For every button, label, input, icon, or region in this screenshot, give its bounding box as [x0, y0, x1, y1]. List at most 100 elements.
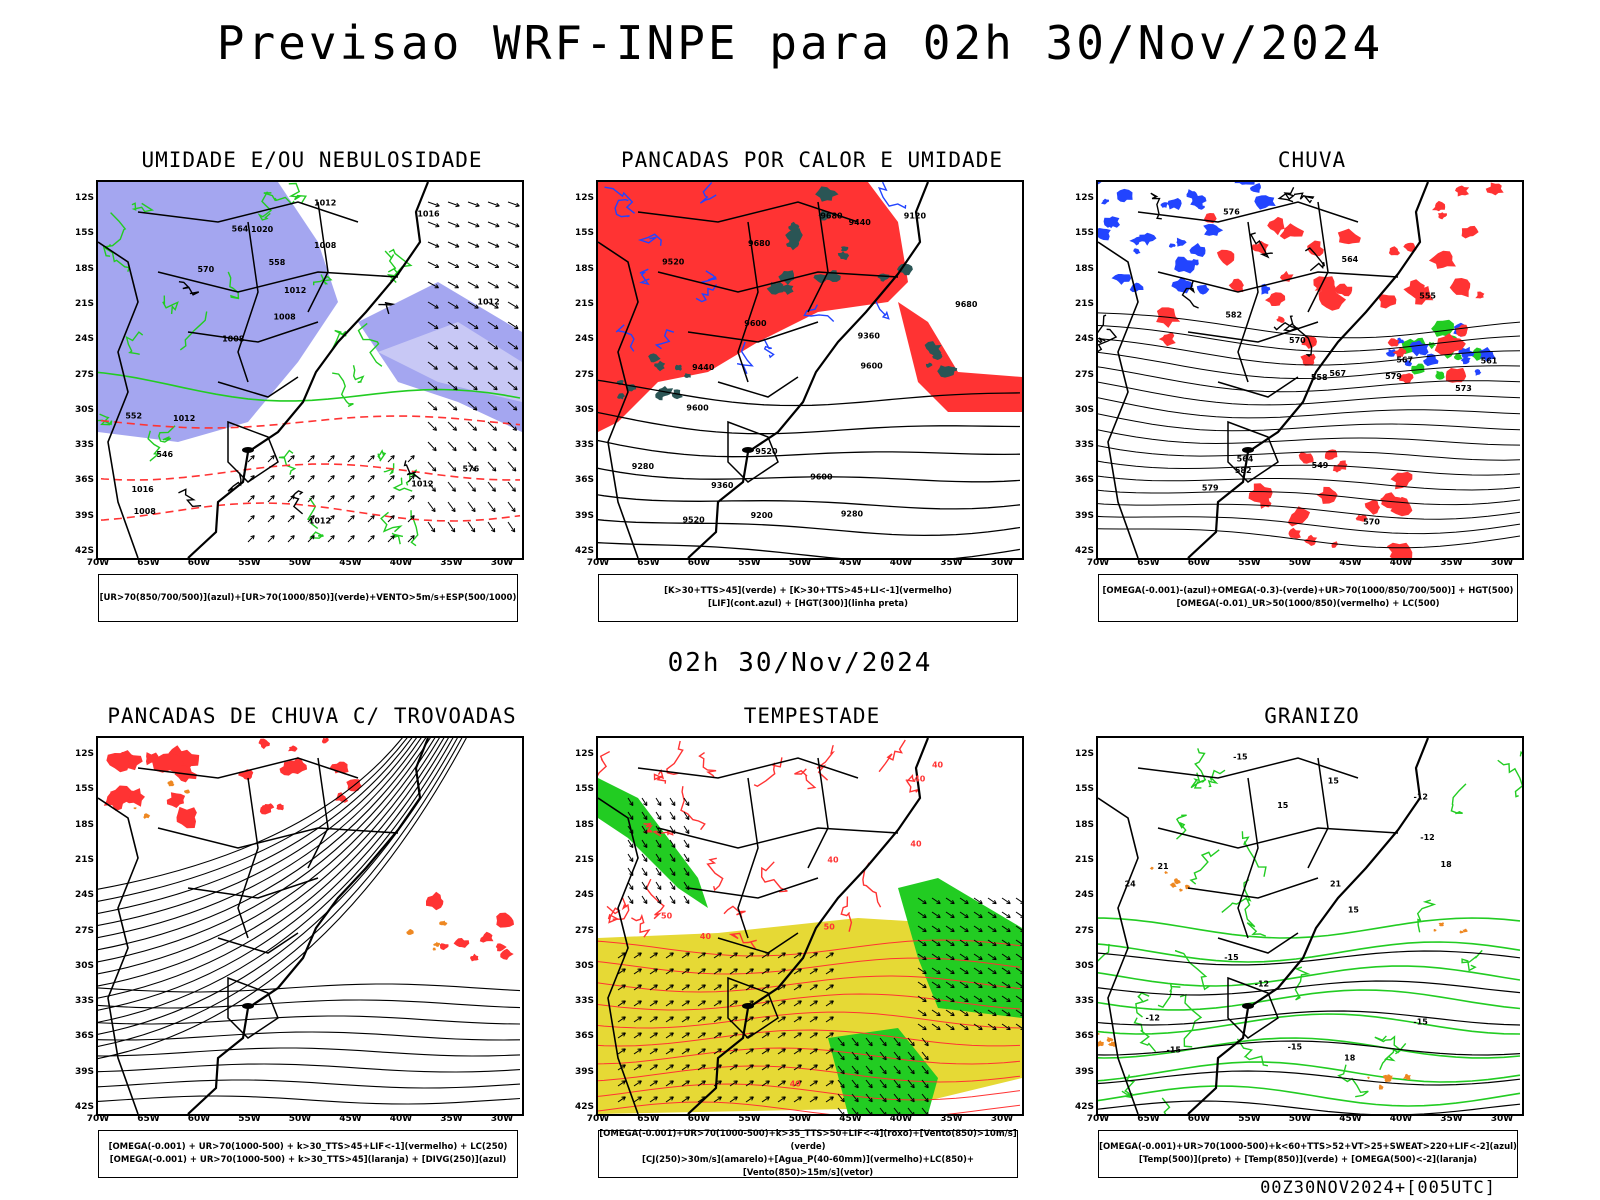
lat-tick-label: 12S [574, 193, 594, 203]
contour-label: 21 [1157, 862, 1169, 871]
wind-vector [669, 797, 676, 807]
state-border [237, 221, 259, 383]
panel-title: PANCADAS POR CALOR E UMIDADE [620, 148, 1003, 172]
height-contour [1098, 429, 1521, 446]
wind-vector [681, 968, 690, 975]
k-tts-area [788, 221, 800, 231]
omega-area [1174, 256, 1196, 274]
temp-850-contour [1294, 966, 1311, 1001]
omega-area [1169, 882, 1177, 888]
wind-vector [487, 341, 499, 350]
wind-vector [945, 911, 955, 919]
wind-vector [617, 984, 626, 991]
wind-vector [777, 1016, 786, 1023]
panel-pancadas-calor: PANCADAS POR CALOR E UMIDADE 9680 9680 9680… [572, 148, 1052, 628]
state-border [1157, 271, 1399, 293]
wind-vector [665, 1064, 674, 1071]
wind-vector [633, 1032, 642, 1039]
precipitable-water-contour [723, 905, 746, 919]
contour-label: 1008 [273, 312, 296, 321]
wind-vector [931, 1023, 941, 1031]
lon-tick-label: 55W [238, 1114, 261, 1124]
temp-500-contour [1098, 1040, 1521, 1056]
lat-tick-label: 39S [74, 510, 94, 521]
lon-tick-label: 60W [1187, 558, 1211, 568]
wind-vector [655, 853, 662, 863]
wind-vector [617, 1000, 626, 1007]
wind-vector [487, 381, 498, 391]
streamline [98, 738, 467, 1059]
wind-vector [665, 968, 674, 975]
contour-label: 9280 [841, 510, 864, 519]
wind-vector [617, 1048, 626, 1055]
wind-vector [745, 1080, 754, 1087]
wind-vector [945, 953, 955, 961]
lon-tick-label: 40W [889, 1114, 913, 1124]
legend-box: [UR>70(850/700/500)](azul)+[UR>70(1000/8… [98, 574, 518, 622]
wind-vector [447, 261, 460, 268]
wind-vector [865, 1093, 873, 1103]
omega-area [1173, 878, 1181, 885]
wind-vector [627, 881, 634, 891]
wind-vector [387, 455, 395, 463]
rain-area [1434, 333, 1466, 356]
wind-vector [917, 911, 927, 919]
lat-tick-label: 42S [74, 546, 94, 556]
wind-vector [793, 984, 802, 991]
contour-label: 558 [269, 258, 286, 267]
temp-850-contour [1416, 899, 1437, 933]
wind-vector [447, 521, 456, 533]
wind-vector [507, 261, 520, 268]
contour-label: 1012 [411, 479, 433, 488]
coastline [1187, 738, 1430, 1114]
wind-vector [809, 1064, 818, 1071]
temp-850-contour [1157, 984, 1181, 1008]
lon-tick-label: 40W [389, 1114, 413, 1124]
rain-area [1438, 212, 1447, 220]
wind-vector [697, 968, 706, 975]
contour-label: 1008 [314, 241, 337, 250]
state-border [807, 201, 829, 313]
wind-vector [507, 521, 516, 533]
temp-850-contour [1098, 965, 1521, 987]
lon-tick-label: 70W [586, 558, 610, 568]
wind-vector [893, 1065, 901, 1075]
contour-label: 9360 [711, 481, 734, 490]
wind-vector [327, 535, 335, 543]
rain-area [1267, 216, 1285, 236]
lat-tick-label: 39S [574, 1066, 594, 1077]
contour-label: 9680 [955, 300, 978, 309]
lon-tick-label: 35W [1440, 1114, 1463, 1124]
contour-label: 9600 [686, 404, 709, 413]
wind-vector [973, 897, 983, 905]
state-border [227, 976, 279, 1039]
temp-850-contour [1175, 814, 1187, 840]
streamline [98, 738, 422, 939]
rain-area [1403, 279, 1426, 300]
wind-vector [665, 1032, 674, 1039]
wind-vector [761, 968, 770, 975]
wind-vector [825, 1032, 834, 1039]
omega-area [1190, 195, 1207, 208]
wind-vector [959, 967, 969, 975]
wind-vector [387, 535, 395, 543]
wind-vector [879, 1079, 887, 1089]
wind-vector [307, 515, 315, 523]
wind-vector [487, 281, 499, 289]
wind-vector [681, 1048, 690, 1055]
k-tts-area [785, 228, 803, 242]
contour-label: 552 [125, 411, 142, 420]
wind-vector [745, 1016, 754, 1023]
wind-vector [347, 535, 355, 543]
contour-label: 1012 [284, 286, 306, 295]
wind-vector [367, 535, 375, 543]
streamline [98, 999, 521, 1009]
height-contour [1098, 445, 1521, 461]
precipitable-water-contour [728, 932, 757, 950]
wind-vector [917, 953, 927, 961]
temp-850-contour [1497, 759, 1522, 798]
omega-area [1111, 274, 1132, 285]
panel-tempestade: TEMPESTADE 40 40 50 40 50 40 40 40 12S 15S 18S 21S 24… [572, 704, 1052, 1184]
wind-vector [1001, 925, 1011, 933]
wind-vector [959, 911, 969, 919]
